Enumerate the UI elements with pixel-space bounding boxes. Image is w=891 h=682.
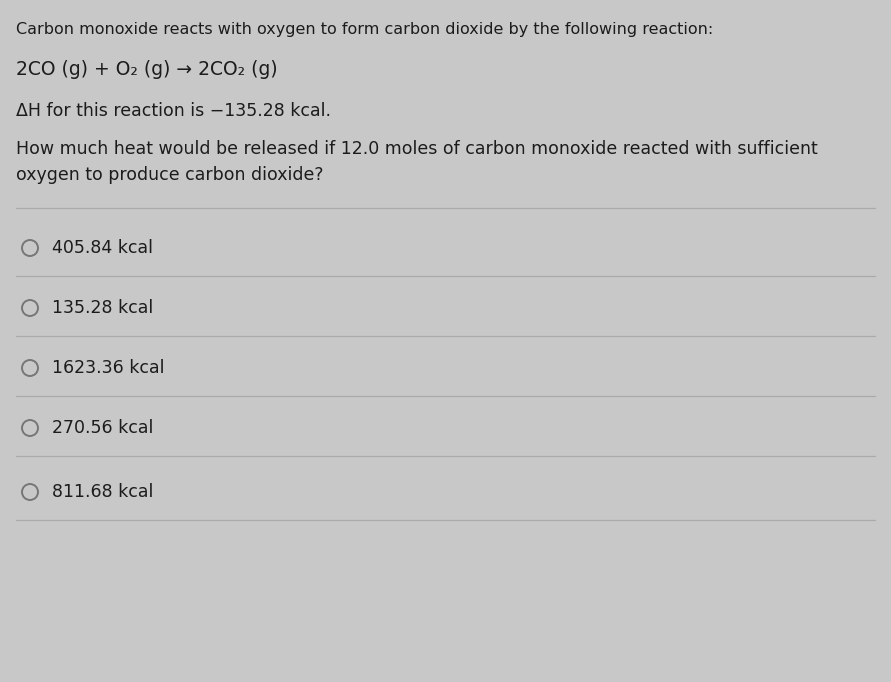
Text: ΔH for this reaction is −135.28 kcal.: ΔH for this reaction is −135.28 kcal. [16,102,331,120]
Text: 405.84 kcal: 405.84 kcal [52,239,153,257]
Text: How much heat would be released if 12.0 moles of carbon monoxide reacted with su: How much heat would be released if 12.0 … [16,140,818,158]
Text: 270.56 kcal: 270.56 kcal [52,419,153,437]
Text: oxygen to produce carbon dioxide?: oxygen to produce carbon dioxide? [16,166,323,184]
Text: 2CO (g) + O₂ (g) → 2CO₂ (g): 2CO (g) + O₂ (g) → 2CO₂ (g) [16,60,278,79]
Text: Carbon monoxide reacts with oxygen to form carbon dioxide by the following react: Carbon monoxide reacts with oxygen to fo… [16,22,714,37]
Text: 1623.36 kcal: 1623.36 kcal [52,359,165,377]
Text: 135.28 kcal: 135.28 kcal [52,299,153,317]
Text: 811.68 kcal: 811.68 kcal [52,483,153,501]
